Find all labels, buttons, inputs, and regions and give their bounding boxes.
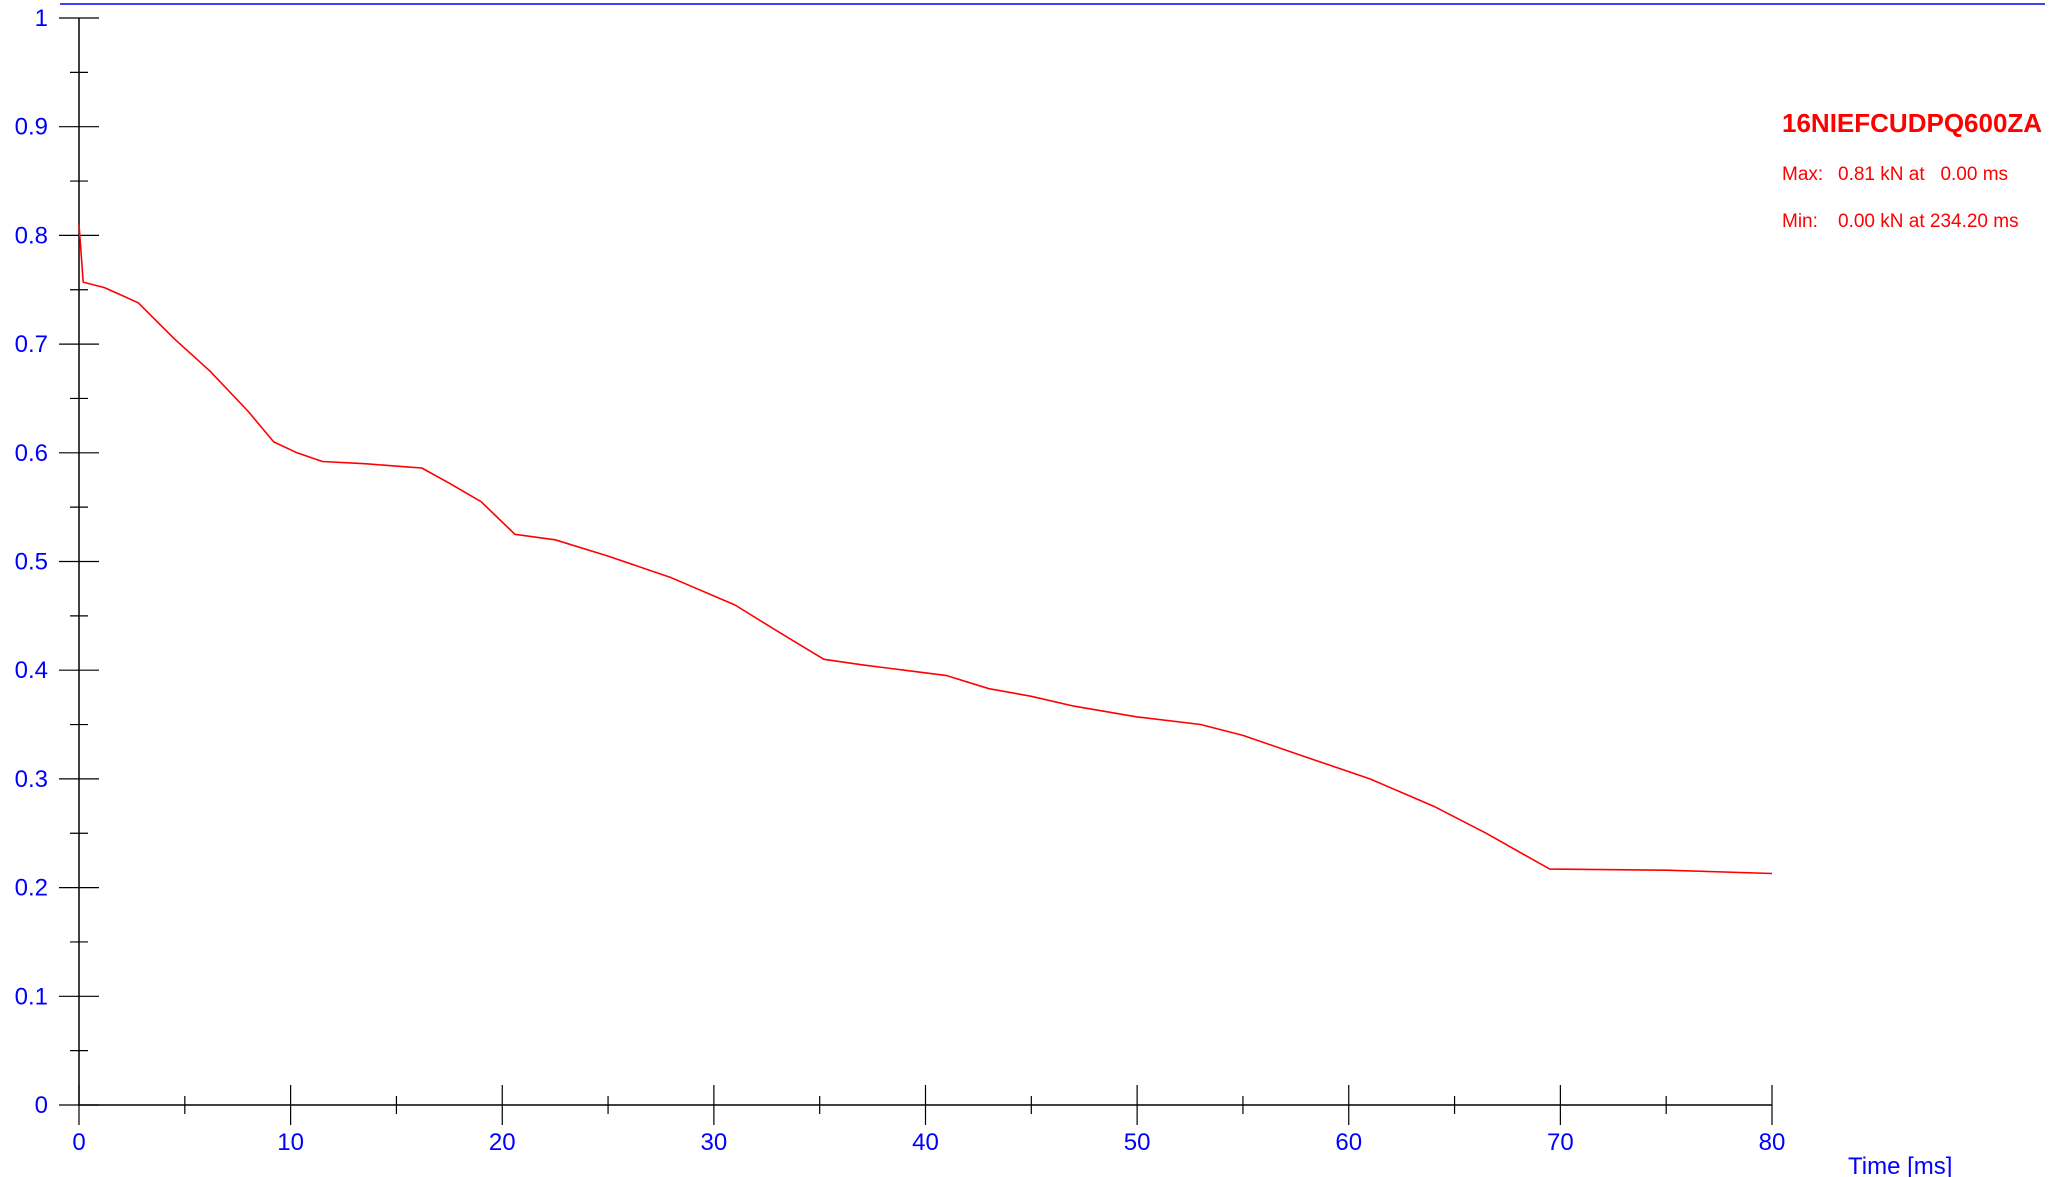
x-tick-label: 80	[1759, 1129, 1786, 1156]
legend: 16NIEFCUDPQ600ZA Max: 0.81 kN at 0.00 ms…	[1782, 108, 2042, 232]
x-tick-label: 20	[489, 1129, 516, 1156]
y-tick-label: 0.9	[15, 114, 48, 141]
y-tick-label: 0.5	[15, 549, 48, 576]
x-tick-label: 60	[1335, 1129, 1362, 1156]
legend-max-label: Max:	[1782, 164, 1823, 185]
y-tick-label: 0.6	[15, 440, 48, 467]
y-tick-label: 0.4	[15, 657, 48, 684]
legend-min-label: Min:	[1782, 211, 1818, 232]
x-axis-title: Time [ms]	[1848, 1153, 1952, 1177]
y-tick-label: 0.7	[15, 331, 48, 358]
y-tick-label: 0.2	[15, 875, 48, 902]
axes	[78, 18, 1772, 1106]
x-tick-label: 70	[1547, 1129, 1574, 1156]
tick-marks	[59, 17, 1773, 1125]
y-tick-label: 0	[35, 1092, 48, 1119]
y-tick-label: 1	[35, 5, 48, 32]
x-tick-label: 40	[912, 1129, 939, 1156]
y-tick-label: 0.1	[15, 983, 48, 1010]
x-tick-label: 0	[72, 1129, 85, 1156]
x-tick-label: 50	[1124, 1129, 1151, 1156]
legend-min-value: 0.00 kN at 234.20 ms	[1838, 211, 2019, 232]
legend-series-name: 16NIEFCUDPQ600ZA	[1782, 108, 2042, 138]
series-layer	[78, 224, 1773, 875]
x-tick-label: 30	[701, 1129, 728, 1156]
legend-max-value: 0.81 kN at 0.00 ms	[1838, 164, 2008, 185]
y-tick-label: 0.3	[15, 766, 48, 793]
x-tick-label: 10	[277, 1129, 304, 1156]
y-tick-label: 0.8	[15, 222, 48, 249]
series-line	[78, 224, 1773, 875]
tick-labels: 00.10.20.30.40.50.60.70.80.910 10 20 30 40 50…	[15, 5, 1786, 1156]
